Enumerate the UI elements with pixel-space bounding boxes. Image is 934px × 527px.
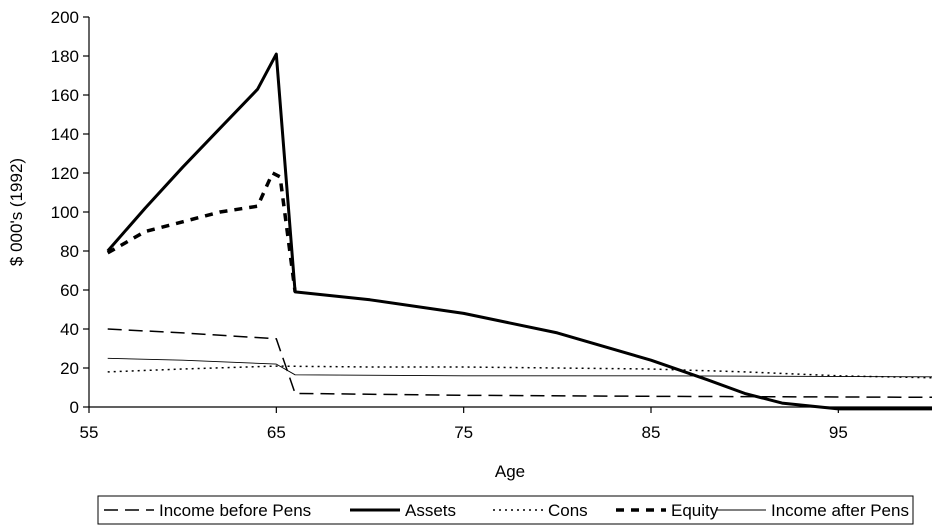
y-tick-label: 180 [51, 47, 79, 66]
x-tick-label: 75 [454, 423, 473, 442]
legend-label: Income after Pens [771, 501, 909, 520]
axes [88, 17, 932, 408]
x-tick-label: 95 [829, 423, 848, 442]
legend: Income before Pens Assets Cons Equity Income… [97, 495, 914, 525]
series-line-assets [106, 52, 932, 411]
y-tick-label: 40 [60, 320, 79, 339]
y-tick-label: 60 [60, 281, 79, 300]
x-ticks: 55 65 75 85 95 [80, 407, 848, 442]
series-line-equity [106, 171, 297, 293]
legend-label: Cons [548, 501, 588, 520]
legend-label: Equity [671, 501, 719, 520]
legend-label: Assets [405, 501, 456, 520]
y-tick-label: 100 [51, 203, 79, 222]
series-line-income-after-pens [107, 357, 933, 378]
legend-label: Income before Pens [159, 501, 311, 520]
series-line-cons [107, 365, 933, 379]
series-line-income-before-pens [107, 328, 933, 399]
x-axis-title: Age [495, 462, 525, 481]
legend-items: Income before Pens Assets Cons Equity Income… [104, 501, 909, 520]
series-group [106, 52, 933, 411]
y-tick-label: 120 [51, 164, 79, 183]
x-tick-label: 55 [80, 423, 99, 442]
y-tick-label: 0 [70, 398, 79, 417]
y-tick-label: 140 [51, 125, 79, 144]
y-tick-label: 80 [60, 242, 79, 261]
y-ticks: 0 20 40 60 80 100 120 140 160 180 200 [51, 8, 89, 417]
y-tick-label: 20 [60, 359, 79, 378]
x-tick-label: 65 [267, 423, 286, 442]
y-axis-title: $ 000's (1992) [7, 158, 26, 266]
x-tick-label: 85 [642, 423, 661, 442]
y-tick-label: 200 [51, 8, 79, 27]
y-tick-label: 160 [51, 86, 79, 105]
